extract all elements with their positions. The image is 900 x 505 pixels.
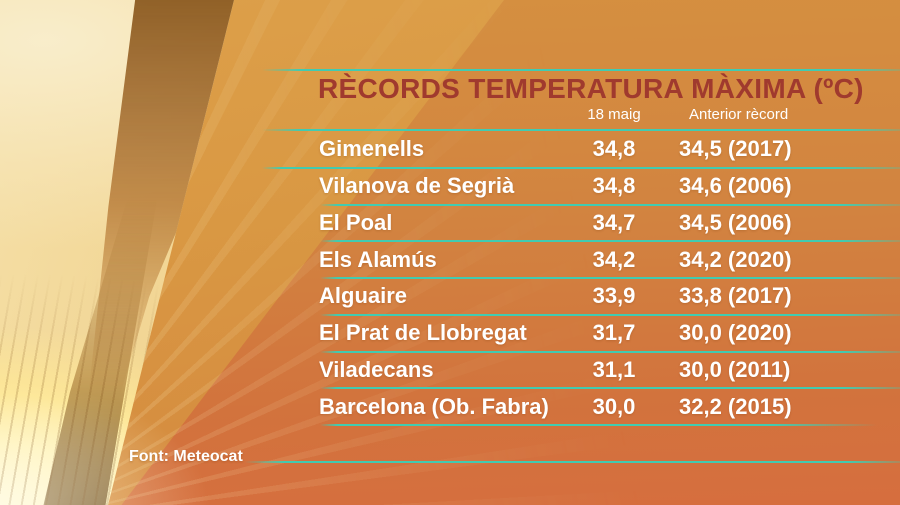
wheat-ear-silhouette xyxy=(88,0,234,400)
table-row: Els Alamús 34,2 34,2 (2020) xyxy=(319,241,900,279)
temp-previous-record: 34,5 (2006) xyxy=(679,209,792,235)
station-name: Els Alamús xyxy=(319,246,437,272)
station-column-spacer xyxy=(319,104,569,126)
temp-current: 34,8 xyxy=(592,136,636,162)
temp-current: 34,7 xyxy=(592,209,636,235)
table-row: Vilanova de Segrià 34,8 34,6 (2006) xyxy=(319,168,900,206)
temp-previous-record: 33,8 (2017) xyxy=(679,283,792,309)
temp-current: 30,0 xyxy=(592,393,636,419)
source-rule xyxy=(245,461,900,463)
station-name: Viladecans xyxy=(319,356,434,382)
table-column-headers: 18 maig Anterior rècord xyxy=(319,104,900,126)
temp-previous-record: 34,6 (2006) xyxy=(679,173,792,199)
temp-current: 33,9 xyxy=(592,283,636,309)
station-name: El Prat de Llobregat xyxy=(319,320,527,346)
source-credit: Font: Meteocat xyxy=(129,448,243,465)
table-row: Barcelona (Ob. Fabra) 30,0 32,2 (2015) xyxy=(319,388,900,426)
table-row: Viladecans 31,1 30,0 (2011) xyxy=(319,352,900,390)
temp-previous-record: 30,0 (2011) xyxy=(679,356,791,382)
table-row: Gimenells 34,8 34,5 (2017) xyxy=(262,131,900,169)
table-row: El Prat de Llobregat 31,7 30,0 (2020) xyxy=(319,315,900,353)
row-separator xyxy=(320,424,900,426)
temp-current: 34,8 xyxy=(592,173,636,199)
temp-previous-record: 34,5 (2017) xyxy=(679,136,792,162)
column-header-current: 18 maig xyxy=(587,106,641,123)
column-header-previous: Anterior rècord xyxy=(689,106,789,123)
temp-current: 31,1 xyxy=(592,356,636,382)
temp-previous-record: 34,2 (2020) xyxy=(679,246,792,272)
page-title: RÈCORDS TEMPERATURA MÀXIMA (ºC) xyxy=(318,73,864,104)
temp-previous-record: 30,0 (2020) xyxy=(679,320,792,346)
station-name: Alguaire xyxy=(319,283,408,309)
table-row: El Poal 34,7 34,5 (2006) xyxy=(319,205,900,243)
title-top-rule xyxy=(262,69,900,71)
temp-current: 34,2 xyxy=(592,246,636,272)
temp-current: 31,7 xyxy=(592,320,636,346)
station-name: El Poal xyxy=(319,209,393,235)
table-row: Alguaire 33,9 33,8 (2017) xyxy=(319,278,900,316)
records-table-body: Gimenells 34,8 34,5 (2017) Vilanova de S… xyxy=(262,131,900,426)
station-name: Gimenells xyxy=(319,136,425,162)
station-name: Vilanova de Segrià xyxy=(319,173,515,199)
station-name: Barcelona (Ob. Fabra) xyxy=(319,393,549,419)
temp-previous-record: 32,2 (2015) xyxy=(679,393,792,419)
